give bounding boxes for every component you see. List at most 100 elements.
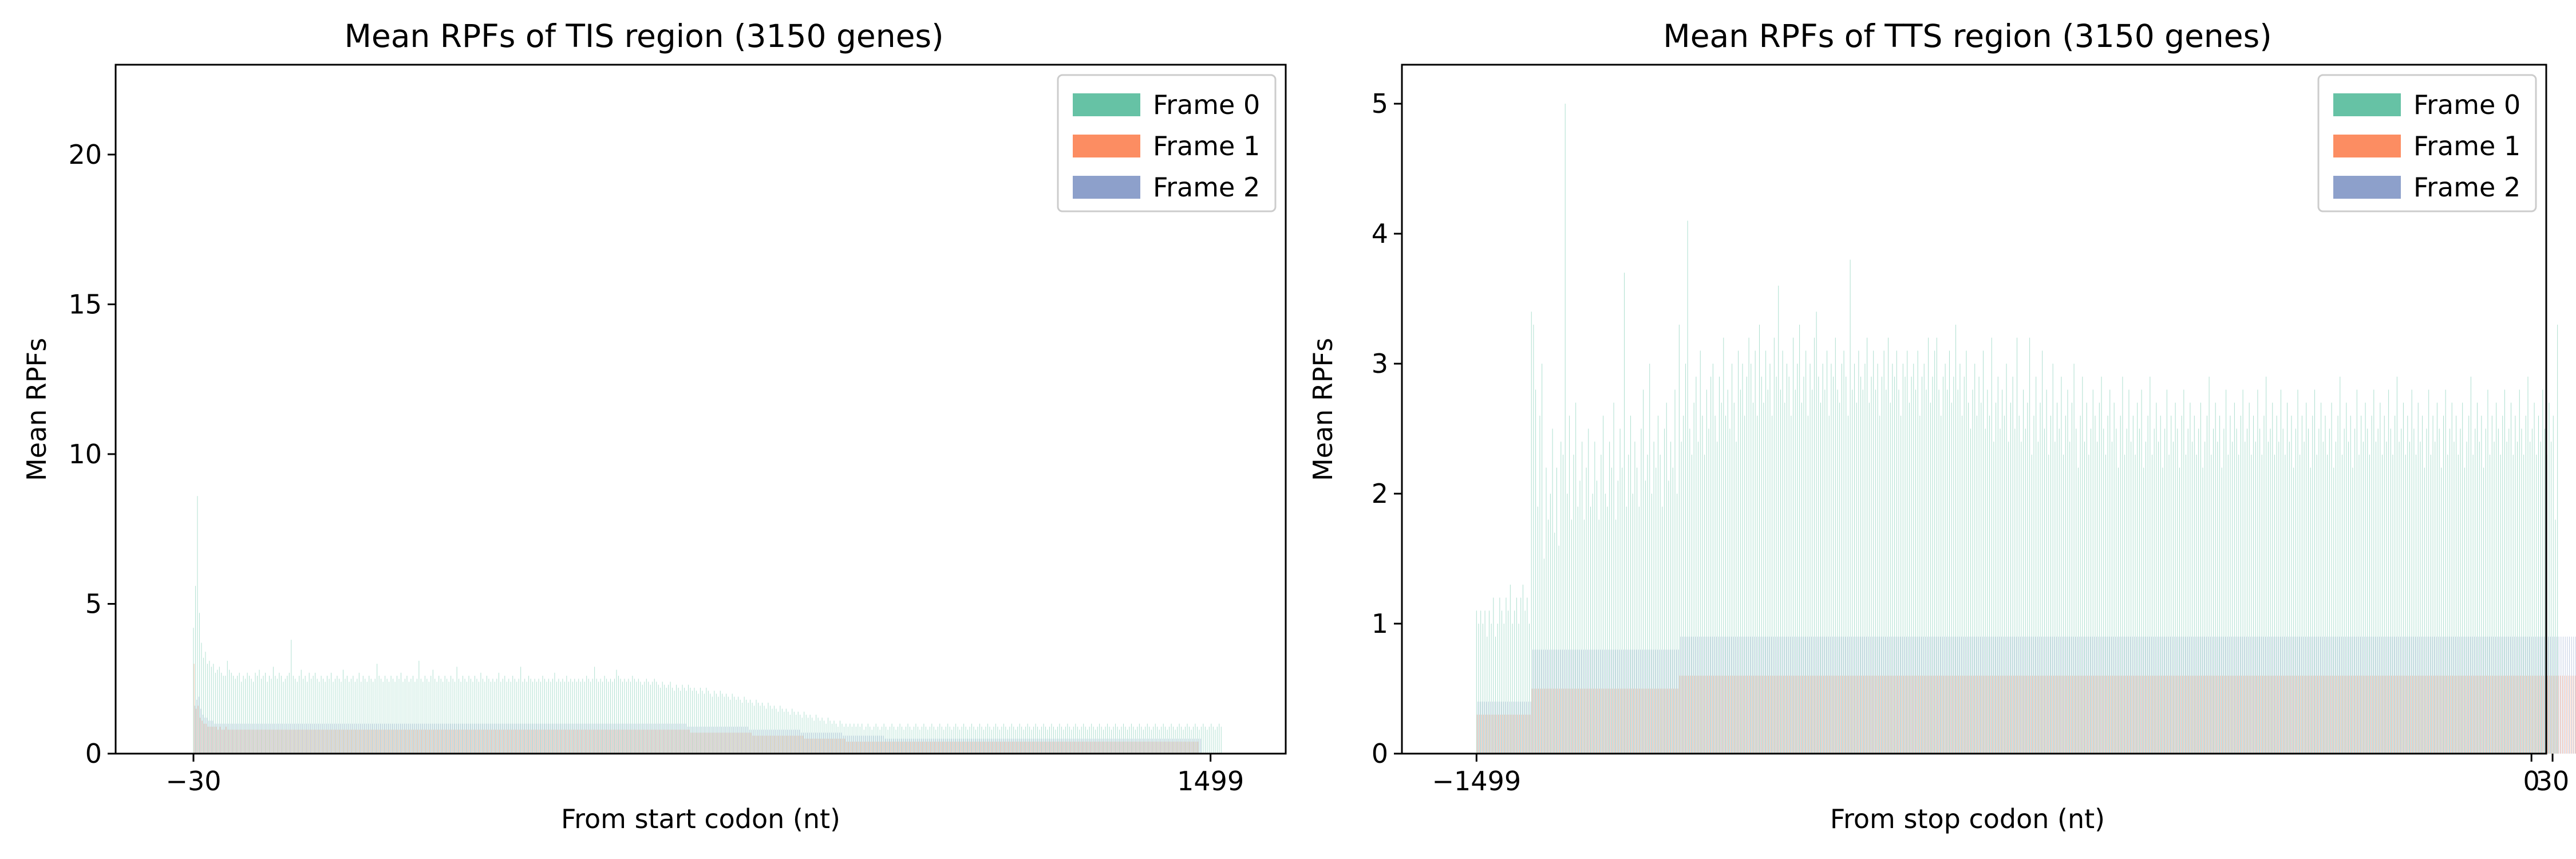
bar-frame-1: [868, 742, 869, 754]
bar-frame-1: [856, 742, 857, 754]
bar-frame-2: [1006, 738, 1008, 754]
bar-frame-1: [331, 730, 333, 754]
bar-frame-2: [1598, 649, 1599, 754]
bar-frame-0: [2272, 403, 2273, 754]
bar-frame-0: [257, 676, 258, 754]
bar-frame-1: [2013, 675, 2014, 754]
bar-frame-2: [1950, 636, 1951, 754]
bar-frame-2: [705, 726, 706, 754]
bar-frame-1: [571, 730, 572, 754]
bar-frame-1: [1165, 742, 1167, 754]
bar-frame-2: [2077, 636, 2078, 754]
bar-frame-2: [509, 723, 511, 754]
bar-frame-0: [1139, 723, 1140, 754]
bar-frame-0: [2382, 454, 2383, 754]
bar-frame-0: [1645, 480, 1646, 754]
bar-frame-2: [2573, 636, 2574, 754]
bar-frame-0: [2082, 376, 2083, 754]
bar-frame-0: [2500, 454, 2501, 754]
bar-frame-0: [1641, 428, 1642, 754]
bar-frame-2: [2022, 636, 2023, 754]
bar-frame-1: [2310, 675, 2312, 754]
bar-frame-2: [2436, 636, 2437, 754]
bar-frame-2: [831, 732, 832, 754]
bar-frame-2: [1686, 636, 1688, 754]
bar-frame-0: [209, 660, 210, 754]
bar-frame-1: [311, 730, 313, 754]
bar-frame-2: [1058, 738, 1060, 754]
bar-frame-0: [241, 681, 242, 754]
bar-frame-2: [663, 723, 664, 754]
x-tick-label: 1499: [1177, 766, 1244, 797]
bar-frame-0: [634, 679, 635, 754]
bar-frame-2: [1496, 702, 1498, 754]
bar-frame-2: [376, 723, 377, 754]
bar-frame-0: [438, 676, 440, 754]
bar-frame-2: [370, 723, 371, 754]
bar-frame-0: [536, 681, 538, 754]
bar-frame-0: [2534, 403, 2535, 754]
bar-frame-0: [2498, 428, 2499, 754]
bar-frame-1: [890, 742, 891, 754]
bar-frame-1: [2101, 675, 2103, 754]
bar-frame-2: [2129, 636, 2131, 754]
bar-frame-1: [551, 730, 552, 754]
bar-frame-1: [2317, 675, 2318, 754]
bar-frame-2: [679, 723, 680, 754]
bar-frame-2: [485, 723, 487, 754]
bar-frame-1: [283, 730, 285, 754]
bar-frame-1: [2203, 675, 2204, 754]
bar-frame-0: [1191, 730, 1192, 754]
bar-frame-0: [1626, 506, 1627, 754]
bar-frame-2: [196, 699, 197, 754]
bar-frame-2: [1720, 636, 1721, 754]
bar-frame-2: [1781, 636, 1783, 754]
bar-frame-0: [1488, 610, 1490, 754]
bar-frame-1: [2032, 675, 2033, 754]
bar-frame-0: [622, 681, 623, 754]
bar-frame-0: [1109, 726, 1110, 754]
bar-frame-0: [1480, 610, 1481, 754]
bar-frame-2: [1591, 649, 1593, 754]
bar-frame-1: [2391, 675, 2392, 754]
bar-frame-1: [936, 742, 937, 754]
bar-frame-2: [671, 723, 672, 754]
bar-frame-1: [453, 730, 454, 754]
bar-frame-0: [793, 711, 795, 754]
bar-frame-1: [2416, 675, 2417, 754]
bar-frame-1: [1992, 675, 1993, 754]
bar-frame-0: [2230, 415, 2231, 754]
bar-frame-2: [1536, 649, 1538, 754]
bar-frame-2: [354, 723, 355, 754]
bar-frame-1: [2321, 675, 2322, 754]
bar-frame-2: [1862, 636, 1863, 754]
bar-frame-2: [2294, 636, 2296, 754]
bar-frame-0: [1818, 376, 1819, 754]
bar-frame-0: [1185, 726, 1186, 754]
bar-frame-1: [295, 730, 297, 754]
bar-frame-0: [1169, 726, 1170, 754]
bar-frame-2: [1104, 738, 1105, 754]
bar-frame-1: [1804, 675, 1805, 754]
bar-frame-0: [650, 684, 651, 754]
bar-frame-2: [755, 730, 756, 754]
bar-frame-0: [1097, 726, 1098, 754]
bar-frame-0: [528, 676, 530, 754]
y-tick-label: 1: [1372, 608, 1388, 639]
bar-frame-2: [1566, 649, 1567, 754]
bar-frame-0: [817, 718, 819, 754]
bar-frame-2: [900, 738, 902, 754]
bar-frame-1: [2300, 675, 2301, 754]
bar-frame-1: [738, 732, 740, 754]
bar-frame-2: [1737, 636, 1738, 754]
bar-frame-1: [2537, 675, 2538, 754]
bar-frame-0: [716, 693, 717, 754]
bar-frame-2: [314, 723, 315, 754]
bar-frame-0: [566, 676, 567, 754]
bar-frame-0: [558, 679, 559, 754]
bar-frame-1: [1852, 675, 1854, 754]
bar-frame-0: [626, 681, 627, 754]
bar-frame-1: [1709, 675, 1710, 754]
bar-frame-1: [461, 730, 462, 754]
bar-frame-0: [1143, 730, 1144, 754]
